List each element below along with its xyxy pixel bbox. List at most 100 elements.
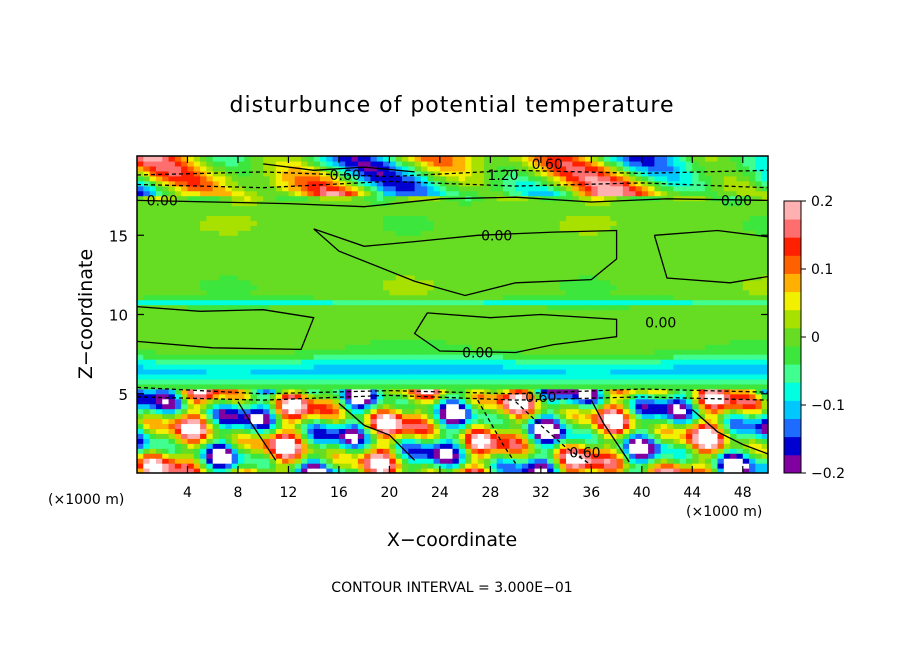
- heatmap-cell: [496, 294, 504, 301]
- heatmap-cell: [275, 458, 283, 464]
- heatmap-cell: [332, 255, 340, 261]
- heatmap-cell: [225, 428, 233, 434]
- heatmap-cell: [465, 274, 473, 281]
- heatmap-cell: [332, 349, 340, 355]
- heatmap-cell: [225, 468, 233, 473]
- heatmap-cell: [143, 319, 151, 325]
- heatmap-cell: [553, 319, 561, 325]
- heatmap-cell: [484, 260, 491, 266]
- heatmap-cell: [402, 230, 409, 236]
- heatmap-cell: [168, 314, 176, 321]
- heatmap-cell: [332, 160, 340, 167]
- heatmap-cell: [137, 438, 144, 444]
- heatmap-cell: [301, 334, 308, 340]
- heatmap-cell: [332, 418, 340, 425]
- heatmap-cell: [162, 220, 170, 226]
- heatmap-cell: [408, 334, 416, 340]
- heatmap-cell: [231, 309, 239, 316]
- heatmap-cell: [307, 279, 315, 286]
- heatmap-cell: [231, 428, 239, 434]
- heatmap-cell: [269, 309, 277, 316]
- heatmap-cell: [490, 264, 498, 271]
- heatmap-cell: [383, 289, 390, 296]
- heatmap-cell: [256, 448, 264, 454]
- heatmap-cell: [212, 230, 220, 236]
- heatmap-cell: [427, 269, 435, 276]
- heatmap-cell: [585, 185, 592, 192]
- heatmap-cell: [288, 443, 296, 449]
- heatmap-cell: [420, 368, 428, 375]
- heatmap-cell: [414, 314, 422, 321]
- heatmap-cell: [212, 215, 220, 221]
- heatmap-cell: [515, 156, 523, 162]
- heatmap-cell: [427, 170, 435, 177]
- heatmap-cell: [307, 354, 315, 360]
- heatmap-cell: [364, 294, 372, 301]
- heatmap-cell: [547, 378, 555, 385]
- heatmap-cell: [534, 334, 542, 340]
- heatmap-cell: [345, 190, 353, 197]
- heatmap-cell: [433, 200, 441, 207]
- heatmap-cell: [219, 260, 226, 266]
- heatmap-cell: [515, 438, 523, 444]
- heatmap-cell: [301, 245, 308, 251]
- heatmap-cell: [414, 373, 422, 380]
- heatmap-cell: [193, 418, 201, 425]
- heatmap-cell: [402, 319, 409, 325]
- heatmap-cell: [597, 413, 605, 420]
- heatmap-cell: [515, 373, 523, 380]
- heatmap-cell: [477, 215, 485, 221]
- heatmap-cell: [282, 264, 290, 271]
- heatmap-cell: [237, 170, 245, 177]
- heatmap-cell: [364, 200, 372, 207]
- heatmap-cell: [559, 220, 567, 226]
- heatmap-cell: [496, 190, 504, 197]
- heatmap-cell: [206, 279, 214, 286]
- heatmap-cell: [225, 289, 233, 296]
- heatmap-cell: [585, 195, 592, 202]
- heatmap-cell: [566, 210, 573, 217]
- heatmap-cell: [496, 378, 504, 385]
- heatmap-cell: [263, 324, 271, 330]
- heatmap-cell: [237, 458, 245, 464]
- heatmap-cell: [547, 408, 555, 415]
- heatmap-cell: [187, 220, 195, 226]
- heatmap-cell: [471, 235, 479, 241]
- heatmap-cell: [496, 388, 504, 395]
- heatmap-cell: [174, 329, 182, 335]
- heatmap-cell: [420, 274, 428, 281]
- heatmap-cell: [351, 210, 359, 217]
- heatmap-cell: [389, 423, 397, 430]
- heatmap-cell: [528, 160, 536, 167]
- heatmap-cell: [370, 289, 378, 296]
- heatmap-cell: [338, 383, 346, 390]
- heatmap-cell: [528, 388, 536, 395]
- heatmap-cell: [452, 329, 460, 335]
- heatmap-cell: [402, 245, 409, 251]
- heatmap-cell: [572, 423, 580, 430]
- heatmap-cell: [515, 398, 523, 405]
- heatmap-cell: [509, 215, 517, 221]
- heatmap-cell: [225, 260, 233, 266]
- heatmap-cell: [597, 443, 605, 449]
- heatmap-cell: [572, 418, 580, 425]
- heatmap-cell: [585, 319, 592, 325]
- heatmap-cell: [149, 423, 157, 430]
- heatmap-cell: [244, 175, 252, 182]
- heatmap-cell: [540, 413, 548, 420]
- heatmap-cell: [338, 225, 346, 231]
- heatmap-cell: [200, 403, 208, 410]
- heatmap-cell: [414, 180, 422, 187]
- heatmap-cell: [206, 383, 214, 390]
- heatmap-cell: [174, 423, 182, 430]
- heatmap-cell: [408, 205, 416, 212]
- heatmap-cell: [616, 240, 624, 246]
- heatmap-cell: [439, 304, 447, 311]
- heatmap-cell: [603, 190, 611, 197]
- heatmap-cell: [162, 264, 170, 271]
- heatmap-cell: [181, 230, 189, 236]
- heatmap-cell: [326, 349, 334, 355]
- heatmap-cell: [402, 156, 409, 162]
- heatmap-cell: [490, 433, 498, 439]
- heatmap-cell: [364, 378, 372, 385]
